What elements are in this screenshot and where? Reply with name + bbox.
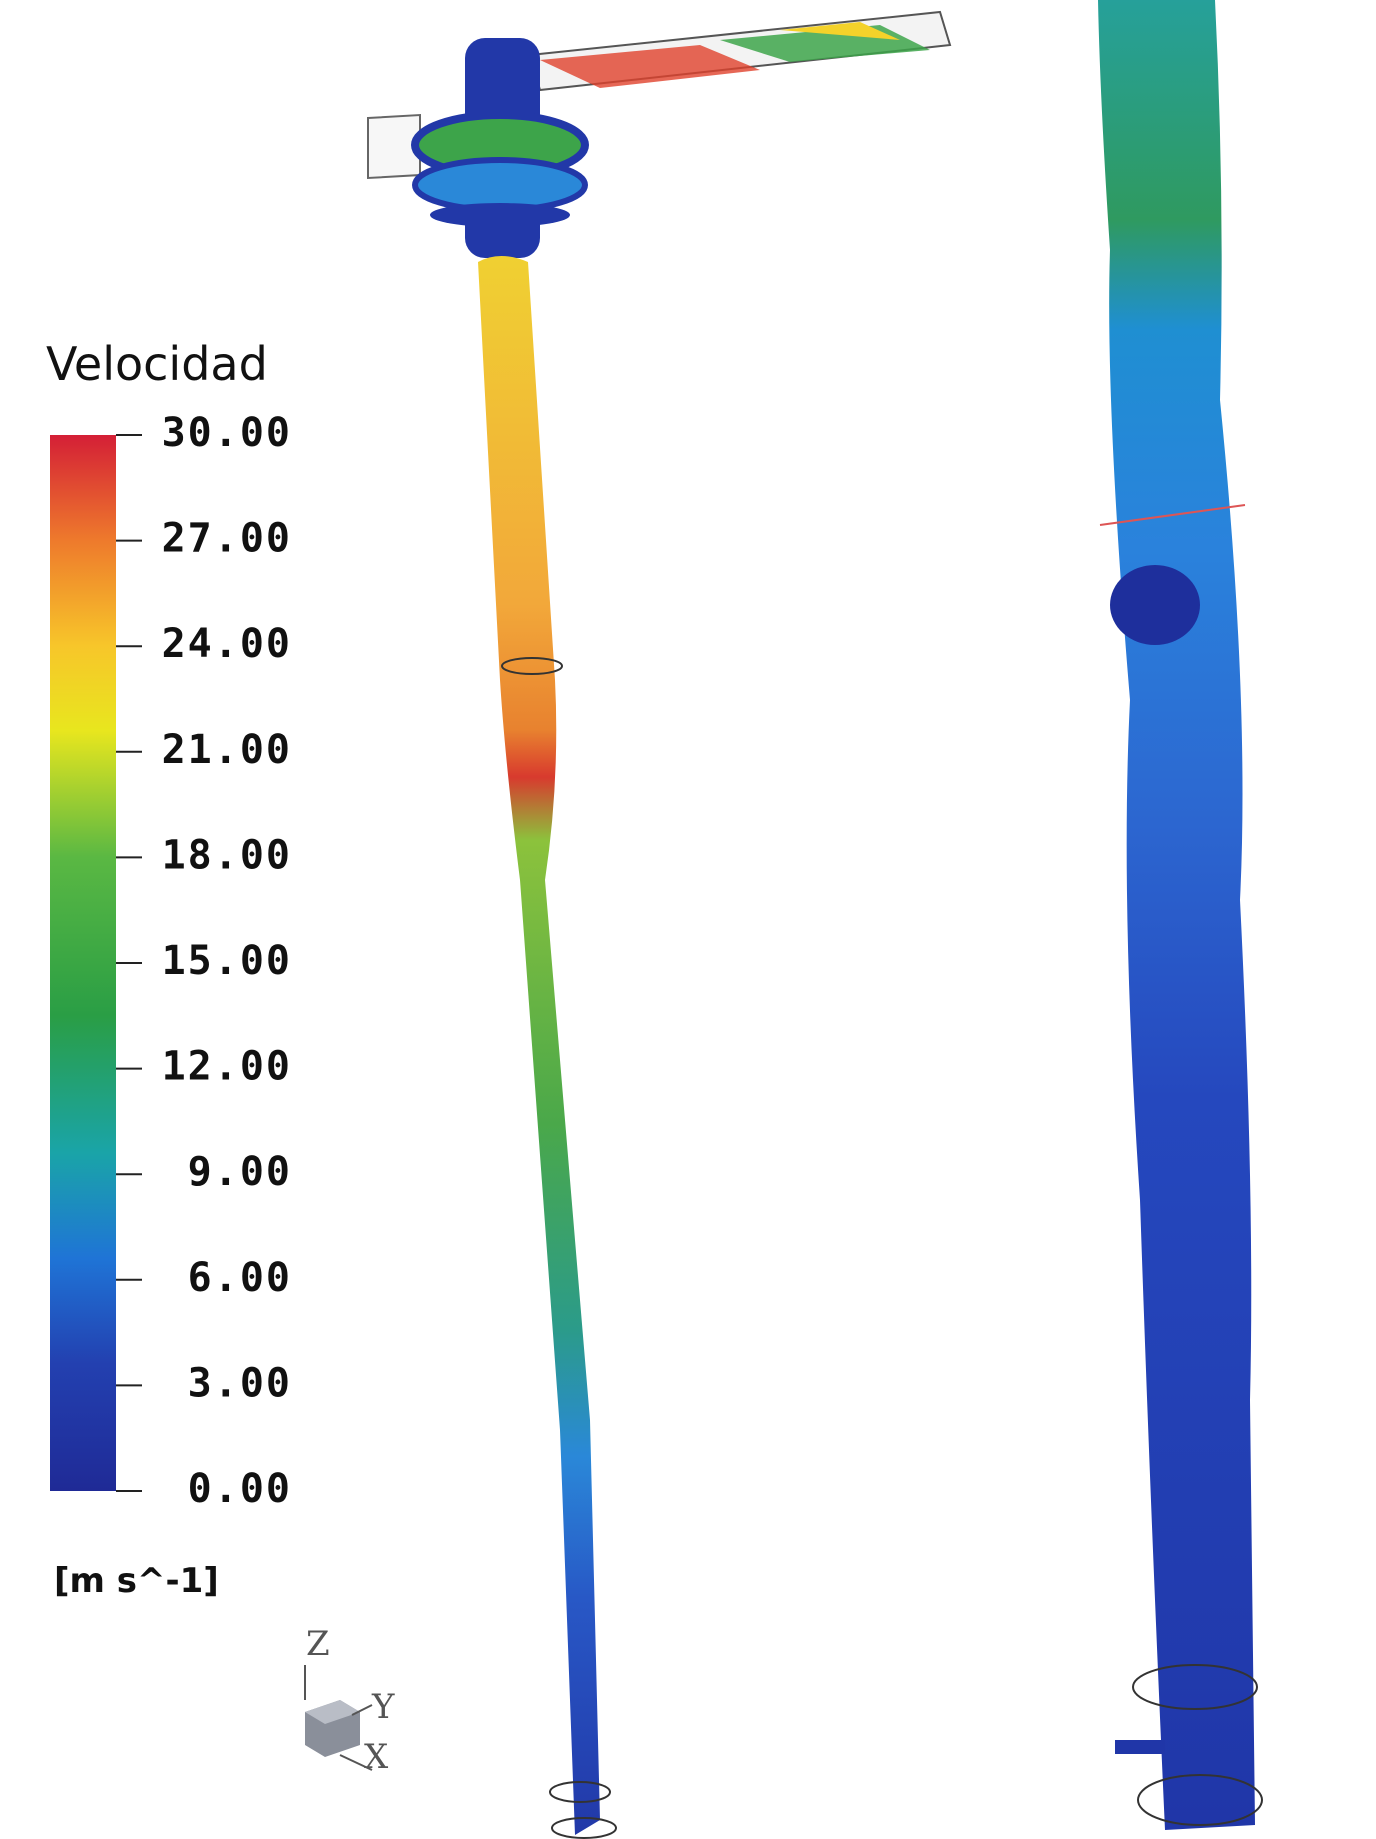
tick-label: 15.00 — [162, 938, 292, 984]
axis-y: Y — [371, 1687, 395, 1727]
axis-x: X — [364, 1737, 389, 1777]
tick-label: 21.00 — [162, 727, 292, 773]
tick-label: 27.00 — [162, 516, 292, 562]
colorbar — [50, 435, 116, 1491]
tick-label: 3.00 — [188, 1360, 292, 1406]
right-model — [1098, 0, 1263, 1830]
unit-label: [m s^-1] — [54, 1561, 219, 1601]
tick-label: 9.00 — [188, 1149, 292, 1195]
tick-label: 24.00 — [162, 621, 292, 667]
tick-label: 30.00 — [162, 410, 292, 456]
axis-triad: Z Y X — [304, 1624, 395, 1777]
tick-label: 12.00 — [162, 1044, 292, 1090]
tick-label: 18.00 — [162, 832, 292, 878]
legend-title: Velocidad — [46, 337, 268, 391]
colorbar-ticks: 30.00 27.00 24.00 21.00 18.00 15.00 12.00 9.00 6… — [116, 410, 292, 1512]
tick-label: 0.00 — [188, 1466, 292, 1512]
left-model — [367, 10, 952, 1839]
axis-z: Z — [306, 1624, 330, 1664]
tick-label: 6.00 — [188, 1255, 292, 1301]
